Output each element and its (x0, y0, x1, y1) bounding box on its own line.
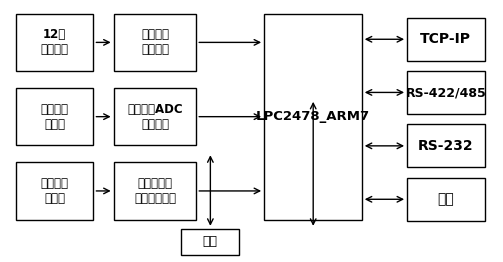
Text: RS-422/485: RS-422/485 (405, 86, 486, 99)
FancyBboxPatch shape (407, 18, 485, 61)
Text: 电源: 电源 (203, 235, 218, 248)
FancyBboxPatch shape (114, 14, 196, 71)
FancyBboxPatch shape (407, 124, 485, 167)
Text: 电池电压
测量电路: 电池电压 测量电路 (141, 28, 169, 56)
Text: 霍尔电流
传感器: 霍尔电流 传感器 (41, 177, 68, 205)
Text: 温度测量
传感器: 温度测量 传感器 (41, 103, 68, 131)
Text: LPC2478_ARM7: LPC2478_ARM7 (256, 110, 370, 123)
FancyBboxPatch shape (181, 229, 239, 255)
Text: 晶体: 晶体 (438, 192, 454, 206)
Text: 电池充放电
电流测量电路: 电池充放电 电流测量电路 (134, 177, 176, 205)
Text: TCP-IP: TCP-IP (421, 32, 471, 46)
Text: 12节
锂电池组: 12节 锂电池组 (41, 28, 68, 56)
FancyBboxPatch shape (407, 178, 485, 221)
Text: RS-232: RS-232 (418, 139, 474, 153)
FancyBboxPatch shape (16, 88, 94, 145)
FancyBboxPatch shape (407, 71, 485, 114)
FancyBboxPatch shape (264, 14, 362, 220)
FancyBboxPatch shape (16, 162, 94, 220)
FancyBboxPatch shape (114, 162, 196, 220)
FancyBboxPatch shape (16, 14, 94, 71)
Text: 电池温度ADC
测量电路: 电池温度ADC 测量电路 (127, 103, 183, 131)
FancyBboxPatch shape (114, 88, 196, 145)
